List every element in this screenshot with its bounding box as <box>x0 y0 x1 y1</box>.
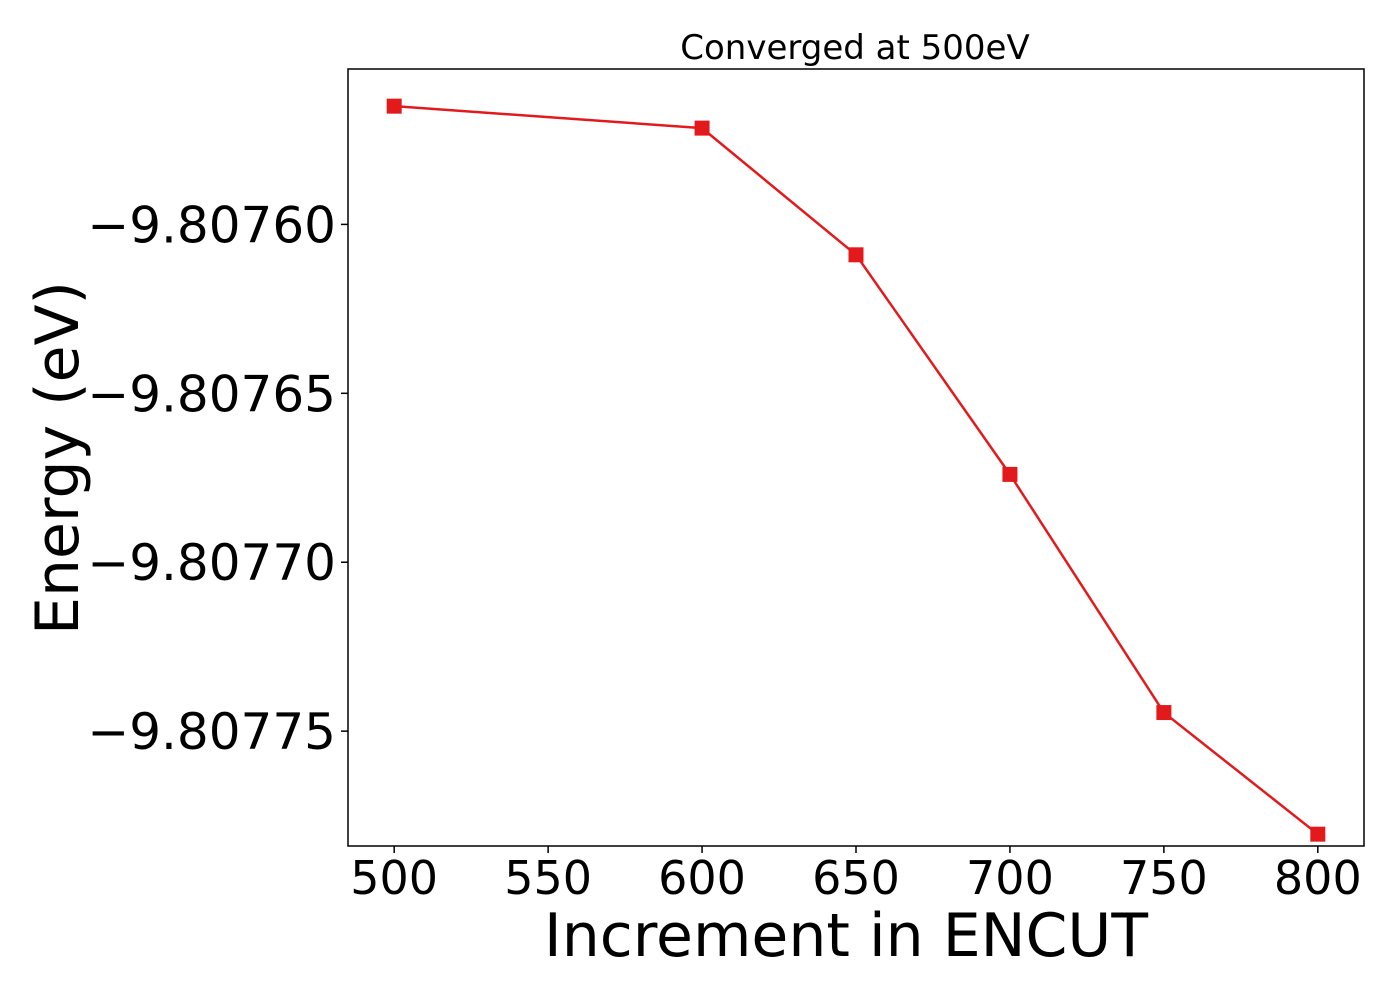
x-tick-label: 550 <box>504 851 592 905</box>
y-axis-label: Energy (eV) <box>23 281 93 635</box>
data-point <box>386 98 402 114</box>
x-tick-label: 500 <box>350 851 438 905</box>
data-point <box>1156 705 1172 721</box>
y-tick-label: −9.80770 <box>87 534 336 592</box>
data-point <box>1002 466 1018 482</box>
y-axis-ticks: −9.80760 −9.80765 −9.80770 −9.80775 <box>87 196 348 761</box>
plot-area <box>347 68 1365 847</box>
chart-title: Converged at 500eV <box>680 28 1029 68</box>
data-point <box>694 120 710 136</box>
y-tick-label: −9.80765 <box>87 365 336 423</box>
x-axis-ticks: 500 550 600 650 700 750 800 <box>350 846 1362 905</box>
y-tick-label: −9.80775 <box>87 703 336 761</box>
x-tick-label: 700 <box>966 851 1054 905</box>
x-tick-label: 750 <box>1120 851 1208 905</box>
x-axis-label: Increment in ENCUT <box>544 901 1148 971</box>
data-point <box>1310 826 1326 842</box>
x-tick-label: 650 <box>812 851 900 905</box>
x-tick-label: 600 <box>658 851 746 905</box>
x-tick-label: 800 <box>1274 851 1362 905</box>
data-point <box>848 247 864 263</box>
series-layer <box>386 98 1326 842</box>
series-line <box>394 104 1319 836</box>
y-tick-label: −9.80760 <box>87 196 336 254</box>
